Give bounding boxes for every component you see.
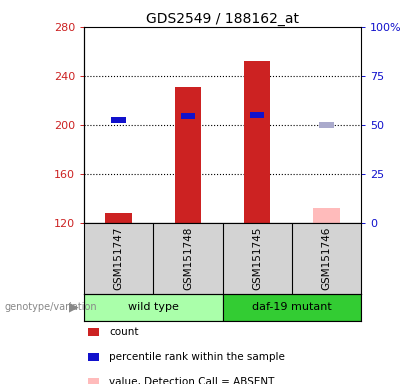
- Bar: [244, 61, 270, 223]
- Bar: [313, 208, 340, 223]
- Text: genotype/variation: genotype/variation: [4, 302, 97, 312]
- Bar: [181, 113, 195, 119]
- Bar: [250, 112, 265, 118]
- Bar: [319, 122, 334, 128]
- Text: GSM151748: GSM151748: [183, 227, 193, 290]
- Text: value, Detection Call = ABSENT: value, Detection Call = ABSENT: [109, 377, 275, 384]
- Text: GSM151747: GSM151747: [114, 227, 123, 290]
- Text: GSM151745: GSM151745: [252, 227, 262, 290]
- Text: count: count: [109, 327, 139, 337]
- Text: ▶: ▶: [69, 301, 78, 314]
- Bar: [111, 117, 126, 123]
- Title: GDS2549 / 188162_at: GDS2549 / 188162_at: [146, 12, 299, 26]
- Text: GSM151746: GSM151746: [322, 227, 331, 290]
- Bar: [105, 213, 132, 223]
- Text: daf-19 mutant: daf-19 mutant: [252, 302, 332, 312]
- Bar: [175, 87, 201, 223]
- Text: percentile rank within the sample: percentile rank within the sample: [109, 352, 285, 362]
- Bar: [223, 294, 361, 321]
- Text: wild type: wild type: [128, 302, 179, 312]
- Bar: [84, 294, 223, 321]
